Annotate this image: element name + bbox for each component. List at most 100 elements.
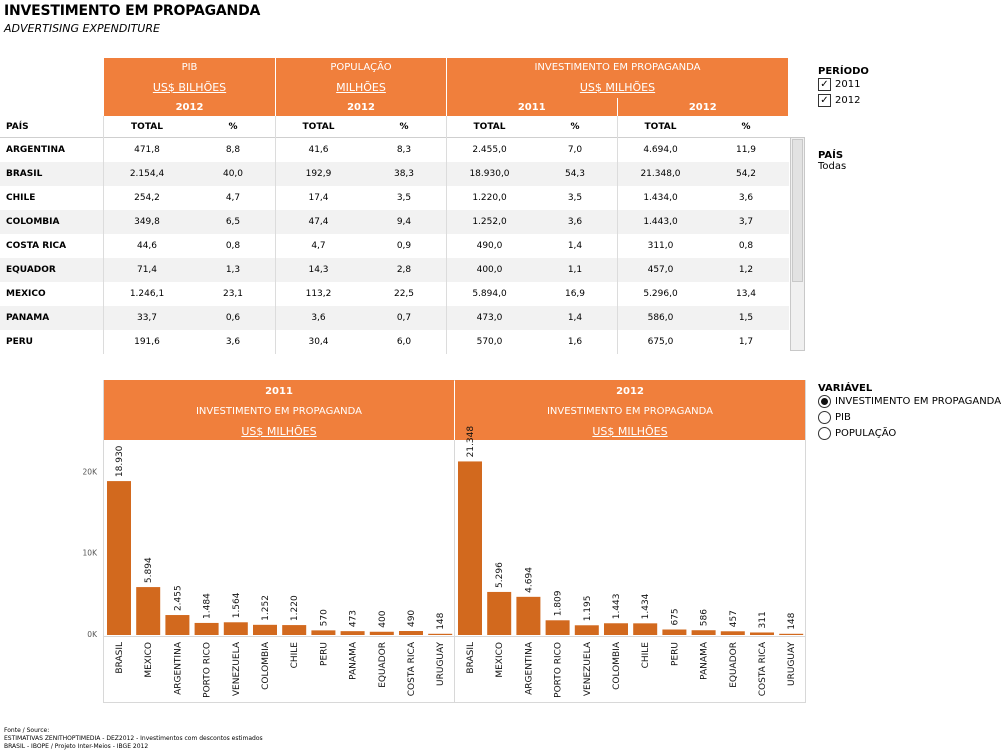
- cell-pop-total: 47,4: [308, 217, 329, 227]
- cell-inv2012-pct: 1,7: [738, 337, 754, 347]
- table-row[interactable]: [0, 186, 789, 210]
- cell-pib-pct: 4,7: [225, 193, 241, 203]
- chart-2011-bar[interactable]: [311, 630, 336, 635]
- cell-inv2012-pct: 13,4: [735, 289, 757, 299]
- cell-pib-pct: 0,6: [225, 313, 241, 323]
- periodo-option-label: 2011: [835, 79, 861, 90]
- chart-2012-bar[interactable]: [691, 630, 716, 635]
- table-row[interactable]: [0, 162, 789, 186]
- cell-inv2012-total: 1.443,0: [643, 217, 678, 227]
- cell-pop-total: 192,9: [305, 169, 332, 179]
- cell-pais: PANAMA: [6, 313, 50, 323]
- periodo-option-2011[interactable]: ✓ 2011: [818, 77, 869, 93]
- chart-2011-bar[interactable]: [340, 631, 365, 635]
- cell-pop-total: 4,7: [311, 241, 326, 251]
- table-row[interactable]: [0, 306, 789, 330]
- periodo-option-label: 2012: [835, 95, 861, 106]
- inv-header-year2: 2012: [616, 98, 789, 118]
- table-row[interactable]: [0, 210, 789, 234]
- source-footer: Fonte / Source: ESTIMATIVAS ZENITHOPTIME…: [4, 727, 263, 751]
- cell-pop-pct: 38,3: [393, 169, 415, 179]
- cell-pib-pct: 0,8: [225, 241, 241, 251]
- cell-inv2011-total: 5.894,0: [472, 289, 507, 299]
- chart-2011-value-label: 473: [349, 610, 359, 627]
- cell-inv2011-total: 18.930,0: [469, 169, 510, 179]
- table-row[interactable]: [0, 258, 789, 282]
- chart-2011-bar[interactable]: [253, 624, 277, 635]
- chart-2012-bar[interactable]: [516, 596, 541, 635]
- chart-2011-value-label: 1.564: [232, 592, 242, 618]
- cell-inv2011-total: 400,0: [476, 265, 503, 275]
- chart-2012-bar[interactable]: [574, 625, 599, 635]
- chart-2012-bar[interactable]: [545, 620, 570, 635]
- table-row[interactable]: [0, 138, 789, 162]
- pop-header-name: POPULAÇÃO: [330, 62, 392, 73]
- chart-2011-bar[interactable]: [223, 622, 248, 635]
- chart-2011-category-label: EQUADOR: [378, 642, 388, 688]
- cell-pop-pct: 0,9: [396, 241, 412, 251]
- chart-2011-bar[interactable]: [136, 587, 161, 635]
- chart-2011-bar[interactable]: [369, 631, 394, 635]
- chart-2011-category-label: URUGUAY: [436, 642, 446, 686]
- chart-2012-category-label: CHILE: [641, 642, 651, 669]
- pib-header-name: PIB: [181, 62, 198, 73]
- cell-pop-total: 14,3: [308, 265, 329, 275]
- chart-2012-category-label: EQUADOR: [729, 642, 739, 688]
- chart-2012-value-label: 1.195: [583, 596, 593, 622]
- chart-2012-header: 2012 INVESTIMENTO EM PROPAGANDA US$ MILH…: [455, 380, 805, 440]
- variavel-option-investimento[interactable]: INVESTIMENTO EM PROPAGANDA: [818, 394, 1001, 410]
- pop-header-year: 2012: [347, 102, 375, 113]
- chart-2011-bar[interactable]: [282, 625, 307, 635]
- chart-2012-bar[interactable]: [750, 632, 774, 635]
- cell-inv2011-pct: 16,9: [564, 289, 586, 299]
- pct-column-header: %: [399, 122, 409, 132]
- total-column-header: TOTAL: [644, 122, 677, 132]
- chart-2012-bar[interactable]: [720, 631, 745, 635]
- table-scroll-thumb[interactable]: [792, 139, 803, 282]
- cell-pib-total: 2.154,4: [129, 169, 165, 179]
- chart-2011-bar[interactable]: [107, 481, 131, 635]
- chart-2011-bar[interactable]: [428, 633, 453, 635]
- checkbox-icon[interactable]: ✓: [818, 93, 831, 107]
- chart-2012-subtitle: INVESTIMENTO EM PROPAGANDA: [546, 406, 714, 417]
- periodo-option-2012[interactable]: ✓ 2012: [818, 93, 869, 109]
- checkbox-icon[interactable]: ✓: [818, 77, 831, 91]
- chart-2012-bar[interactable]: [662, 629, 687, 635]
- cell-inv2012-pct: 0,8: [738, 241, 754, 251]
- pais-value[interactable]: Todas: [818, 161, 847, 172]
- chart-2011-value-label: 1.252: [261, 595, 271, 621]
- chart-2011-bar[interactable]: [165, 615, 190, 635]
- variavel-option-populacao[interactable]: POPULAÇÃO: [818, 426, 1001, 442]
- chart-2012-bar[interactable]: [604, 623, 628, 635]
- pais-filter[interactable]: PAÍS Todas: [818, 150, 846, 172]
- chart-2012-bar[interactable]: [779, 633, 804, 635]
- table-row[interactable]: [0, 234, 789, 258]
- chart-2012-bar[interactable]: [487, 591, 512, 635]
- cell-inv2012-total: 457,0: [647, 265, 674, 275]
- radio-icon[interactable]: [818, 410, 831, 424]
- cell-inv2012-total: 21.348,0: [640, 169, 681, 179]
- table-row[interactable]: [0, 282, 789, 306]
- chart-2011-category-label: PERU: [319, 642, 329, 666]
- cell-pib-pct: 6,5: [225, 217, 241, 227]
- chart-2012-bar[interactable]: [458, 461, 482, 635]
- y-tick-label: 10K: [83, 549, 99, 558]
- column-divider: [446, 116, 447, 354]
- y-tick-label: 20K: [83, 467, 99, 476]
- radio-selected-icon[interactable]: [818, 394, 831, 408]
- periodo-filter: PERÍODO ✓ 2011 ✓ 2012: [818, 66, 869, 109]
- cell-inv2011-pct: 1,1: [567, 265, 583, 275]
- chart-2011-bar[interactable]: [399, 631, 423, 635]
- chart-2011-value-label: 400: [378, 610, 388, 627]
- chart-2012-bar[interactable]: [633, 623, 658, 635]
- chart-2011-bar[interactable]: [194, 622, 219, 635]
- pib-header: PIB US$ BILHÕES 2012: [104, 58, 275, 116]
- radio-icon[interactable]: [818, 426, 831, 440]
- cell-pais: COSTA RICA: [6, 241, 67, 251]
- chart-2011-value-label: 1.220: [290, 595, 300, 621]
- table-row[interactable]: [0, 330, 789, 354]
- pct-column-header: %: [741, 122, 751, 132]
- chart-2012-category-label: PORTO RICO: [554, 642, 564, 698]
- column-divider: [103, 116, 104, 354]
- variavel-option-pib[interactable]: PIB: [818, 410, 1001, 426]
